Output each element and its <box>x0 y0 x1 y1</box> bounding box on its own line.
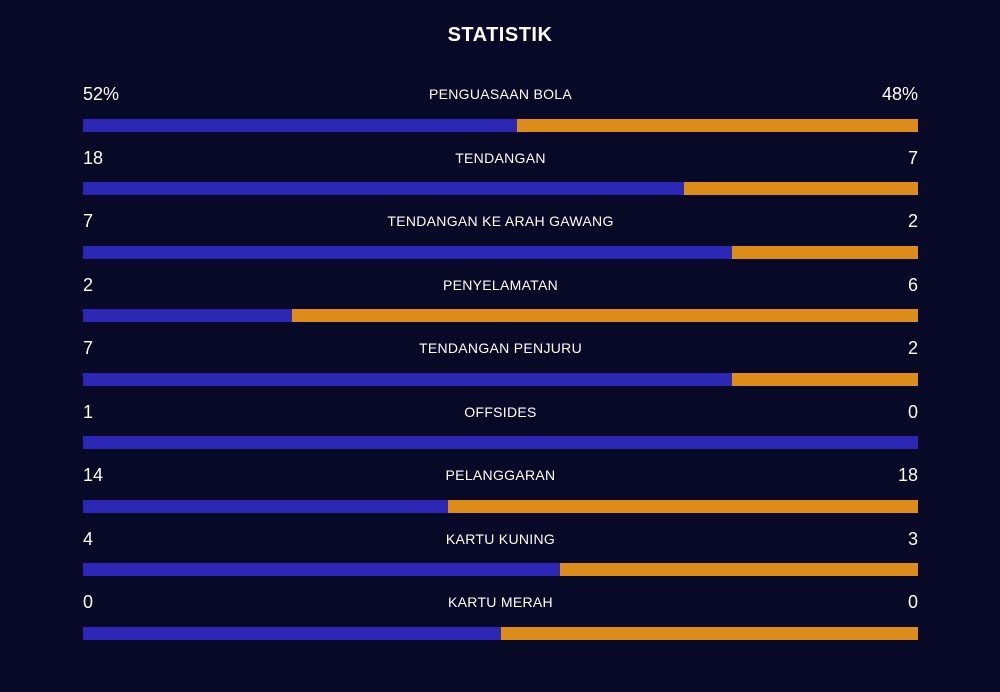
away-bar-segment <box>291 309 918 322</box>
away-value: 0 <box>907 401 918 422</box>
home-value: 18 <box>83 147 104 168</box>
comparison-bar <box>83 182 918 195</box>
stat-label: TENDANGAN KE ARAH GAWANG <box>387 213 614 229</box>
away-value: 6 <box>907 274 918 295</box>
away-value: 7 <box>907 147 918 168</box>
stats-list: 52% PENGUASAAN BOLA 48% 18 TENDANGAN 7 7… <box>83 80 918 652</box>
comparison-bar <box>83 245 918 259</box>
comparison-bar <box>83 436 918 449</box>
stat-row-tendangan-ke-arah-gawang: 7 TENDANGAN KE ARAH GAWANG 2 <box>83 207 918 271</box>
stat-label: PENGUASAAN BOLA <box>429 86 572 102</box>
home-value: 7 <box>83 338 94 358</box>
away-value: 2 <box>907 211 918 231</box>
comparison-bar <box>83 626 918 640</box>
comparison-bar <box>83 372 918 386</box>
away-value: 3 <box>907 528 918 549</box>
stat-row-kartu-kuning: 4 KARTU KUNING 3 <box>83 525 918 589</box>
away-bar-segment <box>517 118 918 132</box>
away-value: 0 <box>907 592 918 612</box>
home-value: 0 <box>83 592 94 612</box>
stat-row-pelanggaran: 14 PELANGGARAN 18 <box>83 461 918 525</box>
home-bar-segment <box>83 499 449 513</box>
away-value: 2 <box>907 338 918 358</box>
stat-label: PENYELAMATAN <box>442 276 559 293</box>
home-bar-segment <box>83 436 918 449</box>
stat-row-penguasaan-bola: 52% PENGUASAAN BOLA 48% <box>83 80 918 144</box>
away-bar-segment <box>732 372 918 386</box>
comparison-bar <box>83 309 918 322</box>
home-value: 2 <box>83 274 94 295</box>
home-value: 7 <box>83 211 94 231</box>
comparison-bar <box>83 499 918 513</box>
away-bar-segment <box>684 182 918 195</box>
home-bar-segment <box>83 118 518 132</box>
home-value: 4 <box>83 528 94 549</box>
home-bar-segment <box>83 309 292 322</box>
stat-label: PELANGGARAN <box>445 467 556 483</box>
stat-row-tendangan: 18 TENDANGAN 7 <box>83 144 918 208</box>
home-bar-segment <box>83 182 685 195</box>
comparison-bar <box>83 118 918 132</box>
home-bar-segment <box>83 626 501 640</box>
home-value: 1 <box>83 401 94 422</box>
away-value: 18 <box>897 465 918 485</box>
stat-row-penyelamatan: 2 PENYELAMATAN 6 <box>83 271 918 335</box>
home-bar-segment <box>83 563 561 576</box>
stat-label: OFFSIDES <box>464 403 537 420</box>
stat-row-kartu-merah: 0 KARTU MERAH 0 <box>83 588 918 652</box>
stat-label: KARTU KUNING <box>445 530 556 547</box>
home-value: 14 <box>83 465 104 485</box>
away-bar-segment <box>448 499 918 513</box>
away-value: 48% <box>881 84 918 104</box>
comparison-bar <box>83 563 918 576</box>
stat-row-offsides: 1 OFFSIDES 0 <box>83 398 918 462</box>
page-title: STATISTIK <box>447 24 553 46</box>
away-bar-segment <box>732 245 918 259</box>
away-bar-segment <box>500 626 918 640</box>
home-value: 52% <box>83 84 120 104</box>
stat-label: KARTU MERAH <box>448 594 553 610</box>
stat-row-tendangan-penjuru: 7 TENDANGAN PENJURU 2 <box>83 334 918 398</box>
stat-label: TENDANGAN <box>455 149 546 166</box>
home-bar-segment <box>83 245 733 259</box>
home-bar-segment <box>83 372 733 386</box>
away-bar-segment <box>560 563 918 576</box>
stat-label: TENDANGAN PENJURU <box>418 340 582 356</box>
